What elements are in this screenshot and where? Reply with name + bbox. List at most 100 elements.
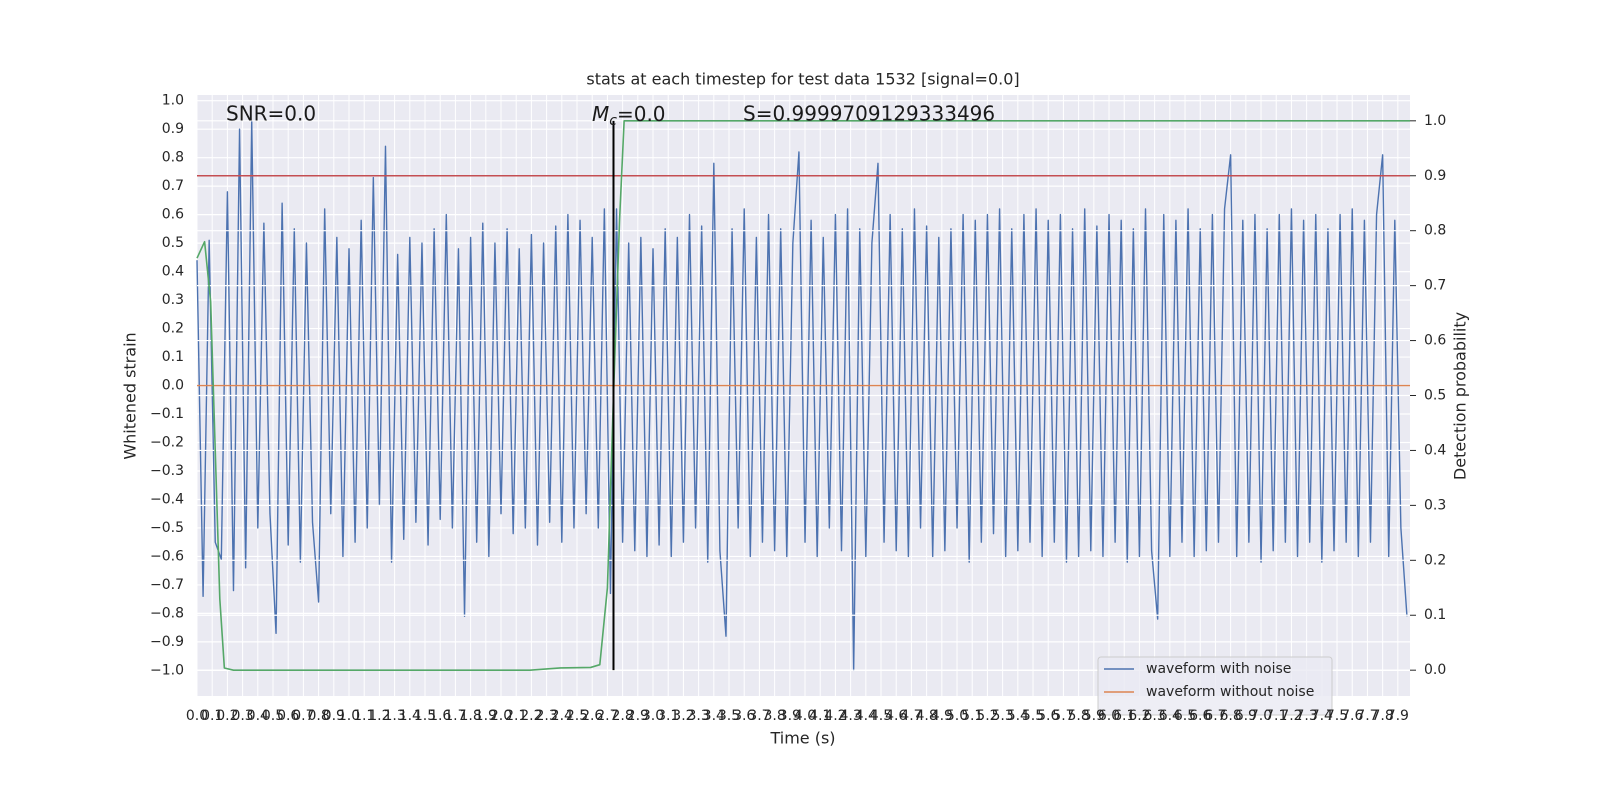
legend-label: waveform with noise [1146,661,1291,677]
y-tick-label: −0.1 [150,406,184,422]
x-tick-label: 1.1 [353,708,375,724]
y2-tick-label: 0.0 [1424,662,1446,678]
x-tick-label: 5.8 [1067,708,1089,724]
x-tick-label: 7.9 [1387,708,1409,724]
x-tick-label: 2.8 [611,708,633,724]
x-tick-label: 7.8 [1372,708,1394,724]
annotation: S=0.9999709129333496 [743,102,995,126]
x-tick-label: 5.1 [961,708,983,724]
y-tick-label: −0.4 [150,491,184,507]
annotation: SNR=0.0 [226,102,316,126]
x-tick-label: 1.4 [399,708,421,724]
x-tick-label: 2.3 [535,708,557,724]
chart-title: stats at each timestep for test data 153… [586,70,1019,89]
x-tick-label: 0.3 [231,708,253,724]
x-tick-label: 0.9 [323,708,345,724]
x-tick-label: 1.2 [368,708,390,724]
y-tick-label: −0.6 [150,548,184,564]
x-tick-label: 4.0 [794,708,816,724]
x-tick-label: 4.5 [870,708,892,724]
x-tick-label: 4.7 [900,708,922,724]
series-line [196,120,1410,671]
annotation: Mc=0.0 [592,102,666,130]
x-tick-label: 7.3 [1296,708,1318,724]
x-tick-label: 1.6 [429,708,451,724]
x-tick-label: 0.6 [277,708,299,724]
y-tick-label: 0.3 [162,292,184,308]
x-tick-label: 7.0 [1250,708,1272,724]
y2-axis-label: Detection probability [1451,312,1470,480]
x-tick-label: 0.2 [216,708,238,724]
x-tick-label: 3.9 [779,708,801,724]
y2-tick-label: 0.1 [1424,607,1446,623]
x-tick-label: 7.1 [1265,708,1287,724]
y2-tick-label: 0.7 [1424,278,1446,294]
x-tick-label: 5.2 [976,708,998,724]
x-tick-label: 5.9 [1083,708,1105,724]
x-tick-label: 2.6 [581,708,603,724]
x-tick-label: 7.2 [1280,708,1302,724]
y2-tick-label: 0.4 [1424,442,1446,458]
y2-tick-label: 0.9 [1424,168,1446,184]
x-axis-label: Time (s) [769,729,835,748]
x-tick-label: 6.3 [1143,708,1165,724]
y-tick-label: −0.2 [150,434,184,450]
legend-label: waveform without noise [1146,684,1314,700]
y2-tick-label: 0.2 [1424,552,1446,568]
x-tick-label: 3.8 [763,708,785,724]
y-tick-label: 0.2 [162,321,184,337]
x-tick-label: 4.3 [839,708,861,724]
annotation-part: M [592,102,609,126]
x-tick-label: 6.9 [1235,708,1257,724]
x-tick-label: 3.2 [672,708,694,724]
x-tick-label: 3.7 [748,708,770,724]
x-tick-label: 2.2 [520,708,542,724]
x-tick-label: 1.5 [414,708,436,724]
x-tick-label: 6.4 [1159,708,1181,724]
x-tick-label: 5.6 [1037,708,1059,724]
y-tick-label: −0.7 [150,577,184,593]
x-tick-label: 1.7 [444,708,466,724]
x-tick-label: 0.7 [292,708,314,724]
x-tick-label: 7.7 [1356,708,1378,724]
x-tick-label: 1.3 [383,708,405,724]
y-tick-label: 0.4 [162,264,184,280]
x-tick-label: 4.8 [915,708,937,724]
x-tick-label: 6.0 [1098,708,1120,724]
y-axis-label: Whitened strain [121,332,140,459]
annotation-part: =0.0 [617,102,666,126]
series-line [196,119,1408,672]
x-tick-label: 5.5 [1022,708,1044,724]
x-tick-label: 0.1 [201,708,223,724]
y2-tick-label: 0.3 [1424,497,1446,513]
x-tick-label: 4.9 [931,708,953,724]
x-tick-label: 6.8 [1220,708,1242,724]
y2-tick-label: 0.6 [1424,333,1446,349]
y-tick-label: 1.0 [162,93,184,109]
x-tick-label: 3.5 [718,708,740,724]
x-tick-label: 4.4 [855,708,877,724]
y-tick-label: 0.9 [162,121,184,137]
y-tick-label: −1.0 [150,662,184,678]
y-tick-label: 0.8 [162,150,184,166]
x-tick-label: 0.4 [247,708,269,724]
x-tick-label: 7.6 [1341,708,1363,724]
y2-tick-label: 0.5 [1424,388,1446,404]
x-tick-label: 6.1 [1113,708,1135,724]
x-tick-label: 6.5 [1174,708,1196,724]
x-tick-label: 3.0 [642,708,664,724]
x-tick-label: 3.6 [733,708,755,724]
legend-box [1097,656,1333,716]
x-tick-label: 3.1 [657,708,679,724]
y-tick-label: −0.5 [150,520,184,536]
x-tick-label: 6.7 [1204,708,1226,724]
x-tick-label: 0.5 [262,708,284,724]
y-tick-label: −0.8 [150,605,184,621]
x-tick-label: 2.9 [627,708,649,724]
x-tick-label: 2.4 [551,708,573,724]
y-tick-label: −0.9 [150,634,184,650]
x-tick-label: 6.6 [1189,708,1211,724]
x-tick-label: 5.4 [1007,708,1029,724]
x-tick-label: 3.4 [703,708,725,724]
